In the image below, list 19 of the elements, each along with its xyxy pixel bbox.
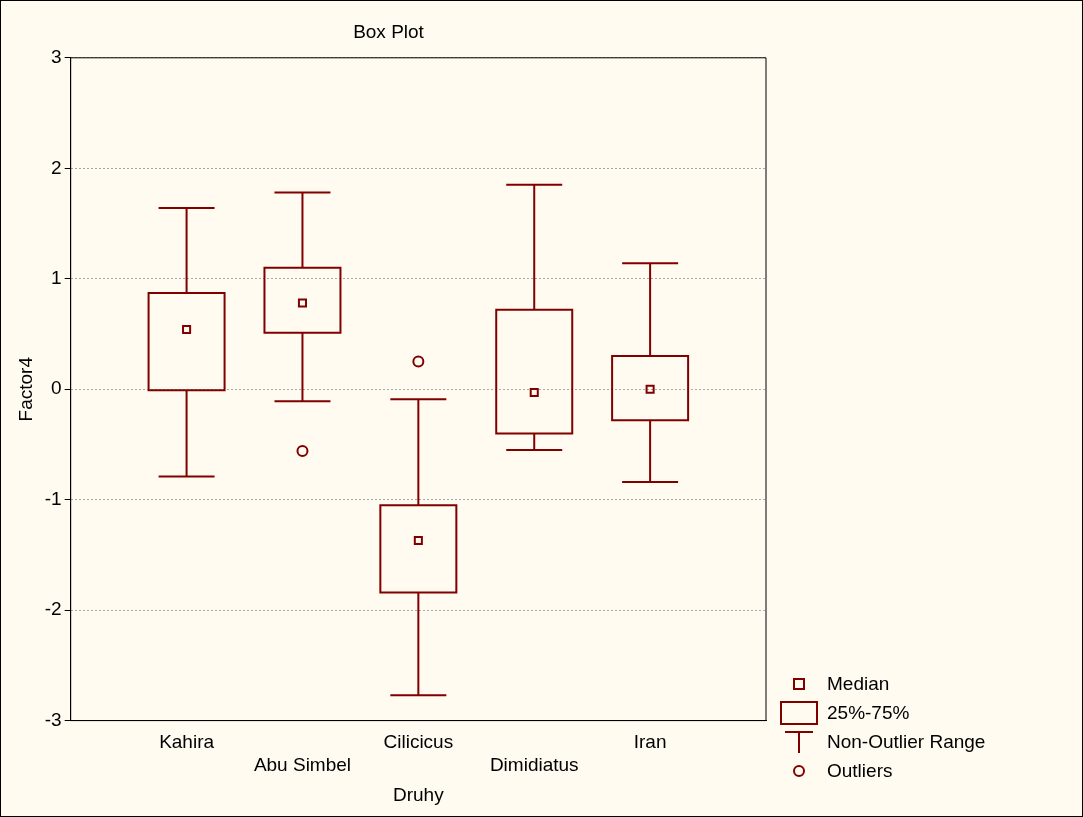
y-tick-label: -1: [44, 487, 62, 509]
x-tick-label: Dimidiatus: [489, 754, 579, 776]
y-tick-label: 1: [51, 266, 62, 288]
x-tick-label: Cilicicus: [383, 731, 454, 753]
x-tick-label: Kahira: [159, 731, 215, 753]
chart-title: Box Plot: [353, 20, 425, 42]
y-tick-label: 3: [51, 46, 62, 68]
y-tick-label: -3: [44, 708, 62, 730]
y-tick-label: 0: [51, 377, 62, 399]
x-tick-label: Abu Simbel: [253, 754, 352, 776]
text: Median: [827, 672, 890, 695]
text: Outliers: [827, 759, 893, 782]
y-tick-label: -2: [44, 598, 62, 620]
y-tick-label: 2: [51, 156, 62, 178]
x-axis-title: Druhy: [393, 783, 445, 805]
x-tick-label: Iran: [633, 731, 667, 753]
text: Non-Outlier Range: [827, 730, 986, 753]
text: 25%-75%: [827, 701, 910, 724]
y-axis-title: Factor4: [14, 356, 36, 422]
